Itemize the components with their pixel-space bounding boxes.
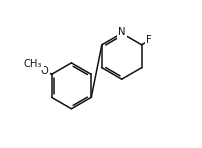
Text: F: F [146,36,152,45]
Text: O: O [41,66,49,75]
Text: N: N [118,27,125,37]
Text: CH₃: CH₃ [24,59,42,69]
